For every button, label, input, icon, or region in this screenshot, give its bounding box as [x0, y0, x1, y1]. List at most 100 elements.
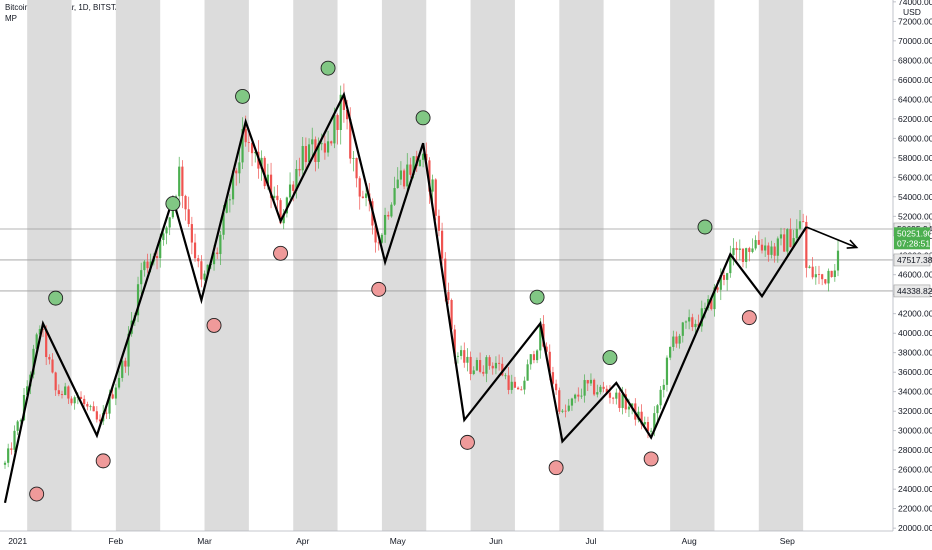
candle-body	[789, 229, 792, 248]
swing-high-marker	[48, 290, 64, 306]
candle-body	[684, 321, 688, 323]
candle-body	[263, 157, 266, 187]
candle-body	[760, 244, 764, 251]
candle-body	[79, 396, 83, 399]
price-tick-label: 40000.00	[898, 328, 932, 338]
candle-body	[26, 386, 29, 395]
week-shade-band	[115, 0, 161, 531]
price-tick-label: 60000.00	[898, 133, 932, 143]
time-axis-background	[0, 531, 932, 550]
swing-low-marker	[741, 310, 757, 326]
candle-body	[231, 170, 235, 200]
candle-body	[583, 380, 586, 396]
candle-body	[67, 386, 70, 399]
candle-body	[485, 357, 488, 374]
price-tick-label: 36000.00	[898, 367, 932, 377]
candle-body	[659, 389, 662, 406]
candle-body	[212, 252, 216, 265]
level-price-tag	[893, 253, 931, 267]
candle-body	[836, 250, 840, 271]
candle-body	[355, 157, 358, 179]
candle-body	[431, 179, 434, 192]
candle-body	[802, 221, 805, 223]
price-tick-label: 26000.00	[898, 465, 932, 475]
candle-body	[241, 128, 244, 163]
candle-body	[776, 238, 779, 256]
candle-body	[675, 336, 678, 344]
candle-body	[735, 248, 738, 250]
candle-body	[555, 383, 558, 391]
candle-body	[409, 164, 412, 175]
candle-body	[140, 270, 143, 285]
candle-body	[298, 168, 301, 171]
candle-body	[564, 410, 567, 412]
swing-high-marker	[602, 350, 618, 366]
candle-body	[60, 394, 64, 396]
candle-body	[615, 392, 618, 399]
time-tick-label: Aug	[682, 536, 697, 546]
candle-body	[811, 266, 814, 278]
price-tick-label: 62000.00	[898, 114, 932, 124]
time-axis[interactable]: 2021 Feb Mar Apr May Jun Jul Aug Sep	[0, 530, 932, 550]
candle-body	[16, 421, 19, 431]
candle-body	[190, 224, 193, 243]
price-tick-label: 56000.00	[898, 172, 932, 182]
candle-body	[824, 279, 827, 284]
candle-body	[428, 160, 431, 192]
candle-body	[779, 234, 783, 239]
candle-body	[593, 379, 596, 395]
candle-body	[672, 336, 675, 347]
price-tick-label: 22000.00	[898, 504, 932, 514]
last-price-tag	[894, 227, 930, 250]
candle-body	[345, 109, 349, 120]
week-shade-band	[670, 0, 715, 531]
candle-body	[621, 394, 624, 408]
candle-body	[608, 392, 612, 398]
candle-body	[342, 94, 346, 110]
candle-body	[311, 139, 314, 145]
candle-body	[121, 360, 124, 378]
candle-body	[86, 404, 89, 407]
candle-body	[203, 273, 206, 280]
level-price-tag	[893, 284, 931, 298]
candle-body	[792, 238, 795, 248]
candle-body	[184, 195, 187, 210]
candle-body	[618, 392, 621, 408]
candle-body	[222, 212, 225, 235]
candle-body	[124, 360, 127, 367]
candle-body	[10, 448, 13, 450]
level-price-label: 47517.38	[897, 255, 932, 265]
candle-body	[111, 394, 114, 399]
candle-body	[273, 195, 276, 198]
candle-body	[703, 308, 707, 309]
candle-body	[830, 270, 833, 278]
candle-body	[640, 411, 643, 425]
candle-body	[301, 146, 304, 171]
price-tick-label: 46000.00	[898, 270, 932, 280]
candle-body	[336, 115, 339, 130]
candle-body	[833, 270, 836, 278]
price-tick-label: 68000.00	[898, 55, 932, 65]
currency-label: USD	[903, 7, 921, 17]
candle-body	[472, 370, 475, 375]
candle-body	[700, 308, 703, 327]
candle-body	[228, 199, 231, 201]
candle-body	[444, 258, 447, 293]
candle-body	[235, 170, 238, 174]
candle-body	[741, 248, 745, 262]
candle-body	[165, 227, 168, 234]
candle-body	[729, 255, 732, 274]
candle-body	[374, 225, 377, 243]
price-axis[interactable]: 20000.00 22000.00 24000.00 26000.00 28000.00…	[892, 0, 932, 550]
candle-body	[266, 174, 269, 187]
week-shade-band	[559, 0, 604, 531]
candle-body	[22, 394, 26, 421]
candle-body	[757, 240, 760, 245]
candle-body	[187, 209, 190, 225]
candle-body	[602, 386, 605, 389]
candle-body	[754, 240, 757, 249]
candle-body	[326, 141, 330, 153]
candle-body	[95, 411, 98, 420]
swing-low-marker	[95, 453, 111, 469]
